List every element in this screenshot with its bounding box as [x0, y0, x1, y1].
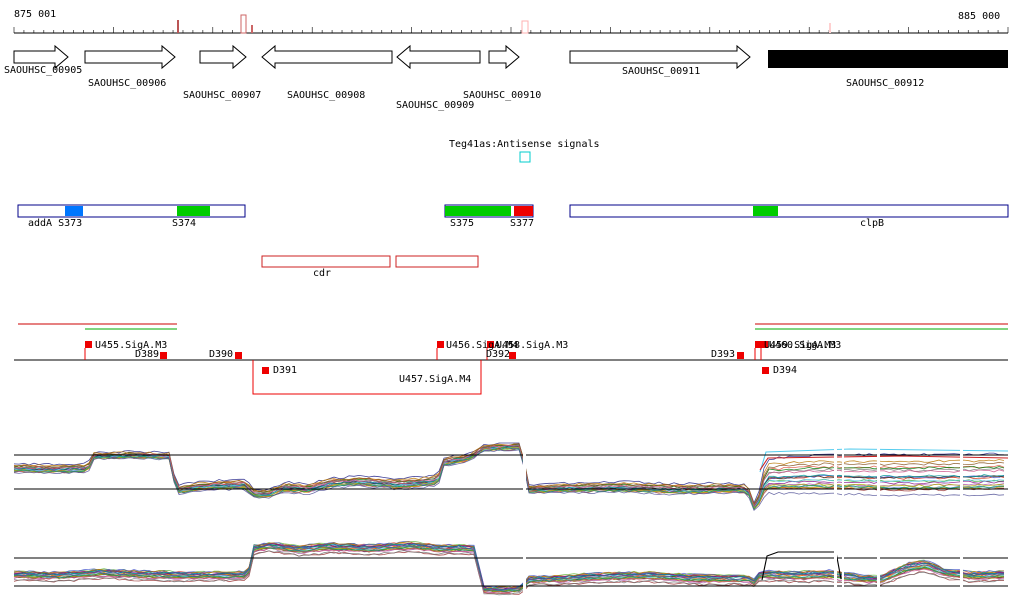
term-marker-D394[interactable]	[762, 367, 769, 374]
feature-box-0[interactable]	[17, 204, 246, 218]
coverage-trace	[13, 542, 1005, 590]
coverage-trace	[13, 547, 1005, 594]
coverage-trace	[13, 544, 1005, 591]
coverage-trace	[13, 544, 1005, 591]
gene-arrow-SAOUHSC_00906[interactable]	[84, 44, 176, 70]
coverage-gap	[842, 536, 844, 605]
coverage-trace	[13, 449, 1005, 511]
tss-flag-U456.SigA.M4[interactable]	[437, 341, 444, 348]
term-marker-D393[interactable]	[737, 352, 744, 359]
repeat-mark	[240, 14, 247, 34]
coverage-trace	[13, 442, 1005, 504]
feature-segment[interactable]	[445, 206, 511, 216]
tss-flag-U455.SigA.M3[interactable]	[85, 341, 92, 348]
repeat-mark	[521, 20, 529, 34]
term-marker-D391[interactable]	[262, 367, 269, 374]
feature-segment[interactable]	[753, 206, 778, 216]
coverage-gap	[523, 536, 526, 605]
coverage-trace-highlight	[761, 551, 842, 581]
antisense-tss-bracket[interactable]	[252, 360, 482, 395]
coverage-trace	[13, 542, 1004, 590]
coverage-trace-highlight	[759, 455, 1009, 471]
coverage-gap	[960, 536, 963, 605]
term-marker-D389[interactable]	[160, 352, 167, 359]
repeat-mark	[251, 25, 253, 33]
coverage-trace	[13, 545, 1005, 592]
feature-box-2[interactable]	[569, 204, 1009, 218]
feature-segment[interactable]	[65, 206, 83, 216]
term-marker-D390[interactable]	[235, 352, 242, 359]
gene-arrow-SAOUHSC_00907[interactable]	[199, 44, 247, 70]
feature-segment[interactable]	[177, 206, 210, 216]
cdr-box-0[interactable]	[261, 255, 391, 268]
gene-arrow-SAOUHSC_00909[interactable]	[396, 44, 481, 70]
coverage-trace	[13, 543, 1005, 591]
coverage-trace	[13, 444, 1005, 507]
coverage-gap	[834, 536, 837, 605]
feature-segment[interactable]	[514, 206, 533, 216]
gene-arrow-SAOUHSC_00912[interactable]	[768, 50, 1008, 68]
term-marker-D392[interactable]	[509, 352, 516, 359]
tss-flag-U460.SigA.M3[interactable]	[761, 341, 768, 348]
tss-flag-U458.SigA.M3[interactable]	[487, 341, 494, 348]
coverage-trace	[13, 543, 1005, 591]
coverage-trace-highlight	[759, 448, 1009, 473]
coverage-gap	[877, 536, 880, 605]
coverage-gap	[842, 441, 844, 519]
coverage-trace	[13, 550, 1005, 596]
gene-arrow-SAOUHSC_00905[interactable]	[13, 44, 69, 70]
coverage-trace	[13, 447, 1005, 511]
coverage-trace	[13, 550, 1004, 595]
coverage-gap	[877, 441, 880, 519]
tss-flag-U459.SigA.M3[interactable]	[755, 341, 762, 348]
gene-arrow-SAOUHSC_00908[interactable]	[261, 44, 393, 70]
repeat-mark	[829, 23, 831, 33]
repeat-mark	[177, 20, 179, 33]
gene-arrow-SAOUHSC_00911[interactable]	[569, 44, 751, 70]
coverage-trace	[13, 443, 1005, 506]
coverage-gap	[834, 441, 837, 519]
cdr-box-1[interactable]	[395, 255, 479, 268]
coverage-gap	[523, 441, 526, 519]
antisense-signal-box[interactable]	[519, 151, 531, 163]
coverage-gap	[960, 441, 963, 519]
coverage-trace	[13, 542, 1005, 591]
gene-arrow-SAOUHSC_00910[interactable]	[488, 44, 520, 70]
